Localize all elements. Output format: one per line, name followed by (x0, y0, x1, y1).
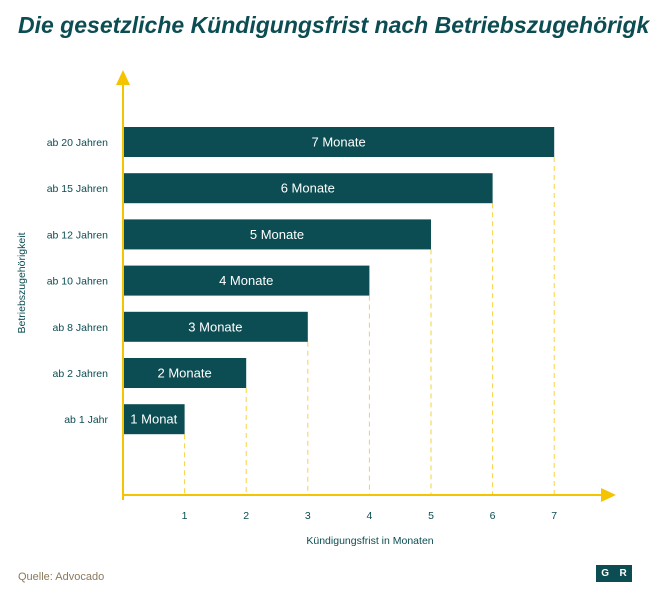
bar-data-label: 2 Monate (157, 366, 211, 381)
x-axis-title: Kündigungsfrist in Monaten (306, 535, 433, 547)
category-label: ab 20 Jahren (47, 137, 108, 149)
bar-data-label: 3 Monate (188, 319, 242, 334)
bar (124, 311, 308, 342)
bar-data-label: 5 Monate (250, 227, 304, 242)
x-tick-label: 4 (366, 510, 372, 522)
bar (124, 173, 493, 204)
category-label: ab 1 Jahr (64, 414, 108, 426)
y-axis-arrow (116, 70, 130, 85)
bars (124, 127, 555, 435)
bar-labels: 7 Monate 6 Monate 5 Monate 4 Monate 3 Monate… (130, 135, 365, 427)
x-tick-label: 7 (551, 510, 557, 522)
bar-data-label: 7 Monate (311, 135, 365, 150)
category-label: ab 12 Jahren (47, 229, 108, 241)
x-tick-label: 6 (490, 510, 496, 522)
y-axis-title: Betriebszugehörigkeit (16, 232, 28, 333)
category-label: ab 8 Jahren (53, 322, 109, 334)
bar (124, 358, 247, 388)
category-label: ab 15 Jahren (47, 183, 108, 195)
logo-letter-right: R (619, 568, 627, 579)
x-tick-label: 3 (305, 510, 311, 522)
logo-letter-left: G (601, 568, 610, 579)
x-tick-label: 5 (428, 510, 434, 522)
bar-data-label: 1 Monat (130, 412, 177, 427)
bar (124, 127, 555, 157)
bar (124, 265, 370, 296)
bar (124, 404, 185, 435)
axes (116, 70, 616, 502)
guide-lines (184, 157, 555, 494)
x-tick-labels: 1 2 3 4 5 6 7 (182, 510, 558, 522)
chart-title: Die gesetzliche Kündigungsfrist nach Bet… (18, 12, 650, 38)
brand-logo: G R (596, 565, 632, 582)
x-axis-arrow (601, 488, 616, 502)
bar (124, 219, 431, 250)
bar-data-label: 6 Monate (281, 181, 335, 196)
bar-data-label: 4 Monate (219, 273, 273, 288)
x-tick-label: 1 (182, 510, 188, 522)
source-note: Quelle: Advocado (18, 571, 105, 583)
category-label: ab 10 Jahren (47, 276, 108, 288)
x-tick-label: 2 (243, 510, 249, 522)
category-label: ab 2 Jahren (53, 368, 109, 380)
category-labels: ab 20 Jahren ab 15 Jahren ab 12 Jahren ab 1… (47, 137, 109, 426)
